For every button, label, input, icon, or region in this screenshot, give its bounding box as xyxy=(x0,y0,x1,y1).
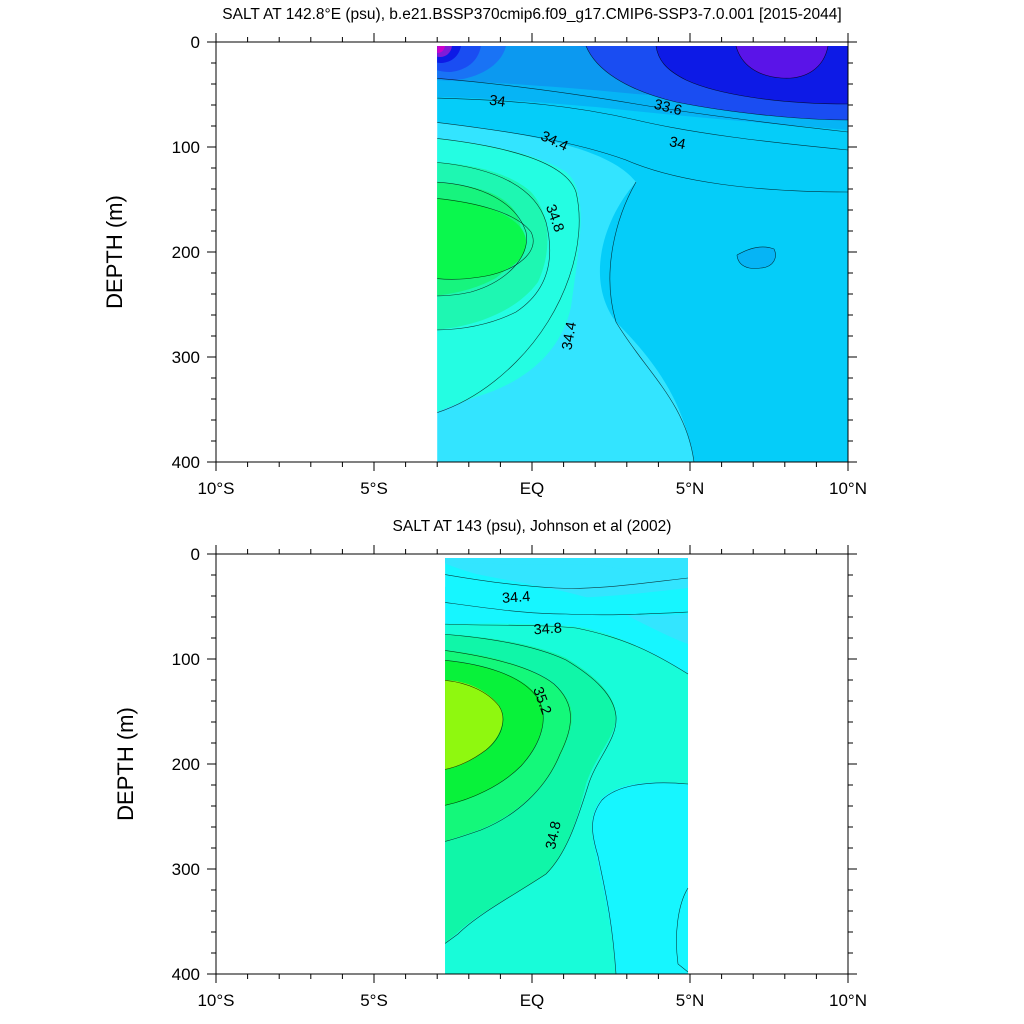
x-tick-label: 10°N xyxy=(829,991,867,1010)
y-tick-label: 400 xyxy=(172,965,200,984)
contour-line xyxy=(609,181,695,462)
contour-line xyxy=(445,650,571,842)
contour-line xyxy=(437,182,527,297)
contour-band-violet xyxy=(736,46,828,79)
contour-line xyxy=(445,574,689,589)
x-tick-label: EQ xyxy=(520,991,545,1010)
contour-band-cyan xyxy=(445,586,688,616)
contour-band-light_blue xyxy=(445,558,688,575)
contour-label: 33.6 xyxy=(652,97,683,119)
x-tick-label: 5°N xyxy=(676,479,705,498)
panel-observations: SALT AT 143 (psu), Johnson et al (2002) 3… xyxy=(113,518,867,1010)
x-tick-label: 10°N xyxy=(829,479,867,498)
contour-line xyxy=(445,633,617,787)
contour-line xyxy=(437,122,848,193)
x-tick-label: 5°S xyxy=(360,991,388,1010)
contour-fill-area xyxy=(445,558,689,974)
contour-line xyxy=(445,660,544,806)
contour-band-magenta xyxy=(437,46,445,53)
y-tick-label: 100 xyxy=(172,138,200,157)
contour-band-sky_2 xyxy=(437,46,848,462)
x-tick-label: 10°S xyxy=(197,991,234,1010)
contour-line xyxy=(445,785,589,944)
contour-band-green xyxy=(437,198,526,280)
y-axis-label: DEPTH (m) xyxy=(113,707,138,821)
panel-title: SALT AT 143 (psu), Johnson et al (2002) xyxy=(393,518,672,535)
y-tick-label: 400 xyxy=(172,453,200,472)
x-tick-label: 10°S xyxy=(197,479,234,498)
contour-line xyxy=(437,78,848,133)
contour-line xyxy=(676,887,689,973)
contour-line xyxy=(585,46,848,121)
contour-fill-area xyxy=(437,46,848,462)
contour-line xyxy=(437,198,534,280)
contour-label: 34 xyxy=(668,134,687,153)
contour-line xyxy=(736,246,776,269)
contour-label: 34 xyxy=(488,93,506,111)
contour-band-light_blue xyxy=(445,558,688,644)
contour-label: 34.8 xyxy=(543,820,565,851)
contour-band-lime xyxy=(445,680,503,770)
y-tick-label: 300 xyxy=(172,348,200,367)
y-tick-label: 100 xyxy=(172,650,200,669)
y-tick-label: 300 xyxy=(172,860,200,879)
contour-line xyxy=(437,138,580,413)
y-tick-label: 0 xyxy=(191,33,200,52)
contour-line xyxy=(437,97,848,151)
contour-band-sky_1 xyxy=(737,247,776,269)
x-tick-label: 5°S xyxy=(360,479,388,498)
contour-label: 34.4 xyxy=(559,321,580,352)
y-axis-label: DEPTH (m) xyxy=(102,195,127,309)
panel-title: SALT AT 142.8°E (psu), b.e21.BSSP370cmip… xyxy=(222,6,841,23)
contour-line xyxy=(445,680,504,770)
contour-line xyxy=(437,162,551,331)
contour-label: 34.4 xyxy=(502,589,531,607)
y-tick-label: 200 xyxy=(172,755,200,774)
x-tick-label: EQ xyxy=(520,479,545,498)
contour-line xyxy=(655,46,848,105)
panel-model: SALT AT 142.8°E (psu), b.e21.BSSP370cmip… xyxy=(102,6,867,498)
contour-line xyxy=(592,782,689,974)
contour-label: 34.8 xyxy=(533,620,562,638)
contour-line xyxy=(445,602,689,616)
contour-line xyxy=(735,46,829,79)
x-tick-label: 5°N xyxy=(676,991,705,1010)
y-tick-label: 200 xyxy=(172,243,200,262)
y-tick-label: 0 xyxy=(191,545,200,564)
contour-line xyxy=(445,623,689,675)
